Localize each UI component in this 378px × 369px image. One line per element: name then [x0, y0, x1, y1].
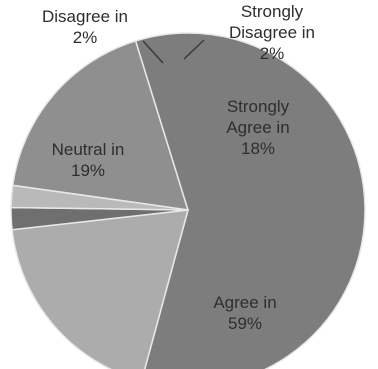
pie-slices: [10, 32, 366, 369]
pie-slice-agree: [134, 32, 366, 369]
pie-slice-neutral: [11, 209, 190, 369]
leader-line-disagree: [142, 40, 164, 64]
leader-line-strongly-disagree: [183, 39, 205, 60]
slice-label-strongly-agree: Strongly Agree in 18%: [226, 97, 289, 158]
slice-labels: Strongly Agree in 18% Agree in 59% Neutral in…: [42, 2, 315, 333]
slice-label-strongly-disagree: Strongly Disagree in 2%: [229, 2, 315, 63]
pie-slice-strongly-agree: [11, 39, 190, 211]
slice-label-agree: Agree in 59%: [213, 293, 276, 333]
pie-slice-strongly-disagree: [10, 184, 189, 211]
slice-label-neutral: Neutral in 19%: [52, 140, 125, 180]
leader-lines: [142, 39, 205, 64]
slice-label-disagree: Disagree in 2%: [42, 7, 128, 47]
